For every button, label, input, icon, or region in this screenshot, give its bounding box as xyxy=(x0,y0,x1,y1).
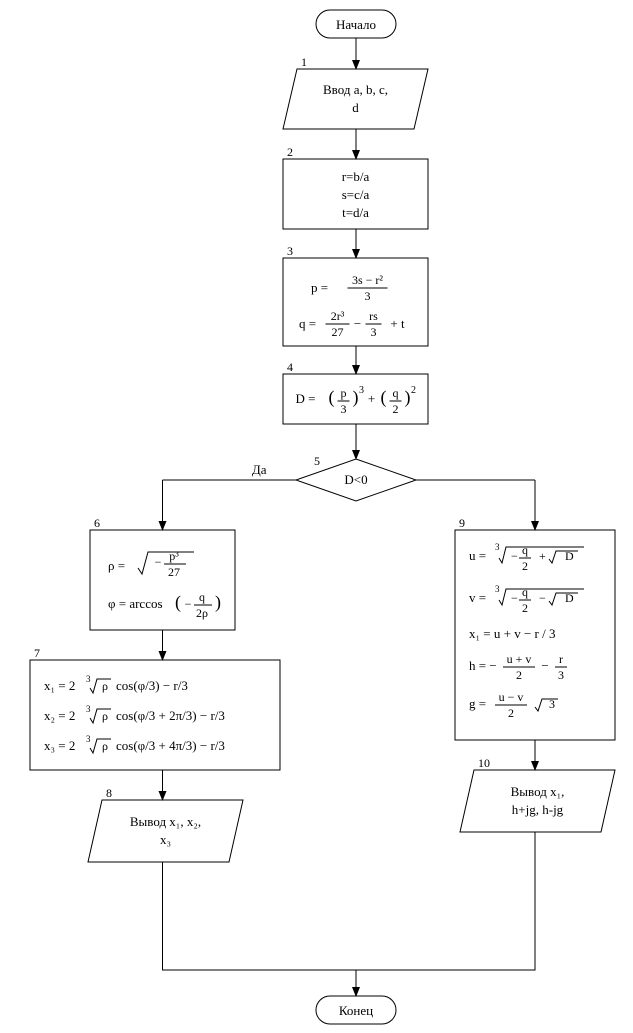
text: − xyxy=(155,555,162,569)
text: 3 xyxy=(558,668,564,682)
block-number: 10 xyxy=(478,756,490,770)
text: 3 xyxy=(549,697,555,711)
text: D = xyxy=(296,391,316,406)
text: ) xyxy=(215,592,221,613)
text: ρ xyxy=(102,739,108,753)
text: p³ xyxy=(169,549,179,563)
text: 2 xyxy=(522,559,528,573)
process-6 xyxy=(90,530,235,630)
text: ( xyxy=(329,387,335,408)
block-number: 2 xyxy=(287,145,293,159)
proc2-line: r=b/a xyxy=(342,169,370,184)
block-number: 5 xyxy=(314,454,320,468)
text: 2ρ xyxy=(196,606,208,620)
text: + xyxy=(368,391,375,406)
text: q xyxy=(393,386,399,400)
text: 3 xyxy=(495,542,500,552)
input-block xyxy=(283,69,428,129)
text: ρ xyxy=(102,679,108,693)
block-number: 8 xyxy=(106,786,112,800)
text: 2 xyxy=(516,668,522,682)
block-number: 9 xyxy=(459,516,465,530)
block-number: 1 xyxy=(301,55,307,69)
text: 3 xyxy=(86,674,91,684)
text: + xyxy=(539,549,546,563)
input-block-line: Ввод a, b, c, xyxy=(323,82,388,97)
output-block-right-line: Вывод x₁, xyxy=(511,784,565,799)
text: q = xyxy=(299,316,316,331)
text: x₁ = u + v − r / 3 xyxy=(469,626,555,641)
proc2-line: s=c/a xyxy=(342,187,370,202)
text: h = − xyxy=(469,658,497,673)
text: v = xyxy=(469,590,486,605)
proc2-line: t=d/a xyxy=(342,205,369,220)
text: D xyxy=(565,591,574,605)
text: − xyxy=(511,549,518,563)
text: ( xyxy=(381,387,387,408)
text: − xyxy=(539,591,546,605)
text: 3s − r² xyxy=(352,273,383,287)
output-block-left xyxy=(88,800,243,862)
text: 3 xyxy=(86,704,91,714)
terminator-start-label: Начало xyxy=(336,17,376,32)
text: 2 xyxy=(411,385,416,396)
text: q xyxy=(522,585,528,599)
block-number: 3 xyxy=(287,244,293,258)
text: x₁ = 2 xyxy=(44,678,75,693)
text: − xyxy=(541,658,548,673)
text: − xyxy=(511,591,518,605)
text: x₂ = 2 xyxy=(44,708,75,723)
text: rs xyxy=(369,309,378,323)
text: u − v xyxy=(499,690,524,704)
block-number: 7 xyxy=(34,646,40,660)
text: x₃ = 2 xyxy=(44,738,75,753)
text: p = xyxy=(311,280,328,295)
text: ) xyxy=(405,387,411,408)
text: φ = arccos xyxy=(108,596,163,611)
text: 2 xyxy=(393,402,399,416)
text: q xyxy=(199,590,205,604)
text: − xyxy=(185,597,192,611)
input-block-line: d xyxy=(352,100,359,115)
text: ) xyxy=(353,387,359,408)
text: + t xyxy=(390,316,405,331)
block-number: 6 xyxy=(94,516,100,530)
output-block-right-line: h+jg, h-jg xyxy=(512,802,564,817)
text: − xyxy=(354,316,361,331)
text: 2r³ xyxy=(331,309,345,323)
text: ( xyxy=(175,592,181,613)
text: 27 xyxy=(332,325,344,339)
text: u = xyxy=(469,548,486,563)
text: ρ = xyxy=(108,558,125,573)
text: 3 xyxy=(86,734,91,744)
text: cos(φ/3 + 2π/3) − r/3 xyxy=(116,708,225,723)
text: 3 xyxy=(495,584,500,594)
text: 3 xyxy=(371,325,377,339)
text: g = xyxy=(469,696,486,711)
text: 3 xyxy=(365,289,371,303)
text: D xyxy=(565,549,574,563)
block-number: 4 xyxy=(287,360,293,374)
text: u + v xyxy=(507,652,532,666)
text: 2 xyxy=(522,601,528,615)
text: 3 xyxy=(359,385,364,396)
text: cos(φ/3) − r/3 xyxy=(116,678,188,693)
output-block-right xyxy=(460,770,615,832)
decision-yes-label: Да xyxy=(252,462,267,477)
text: r xyxy=(559,652,563,666)
flowchart: Начало Конец 1 Ввод a, b, c, d 2 r=b/a s=c/a t=d… xyxy=(0,0,633,1033)
text: 27 xyxy=(168,565,180,579)
text: cos(φ/3 + 4π/3) − r/3 xyxy=(116,738,225,753)
text: 2 xyxy=(508,706,514,720)
text: p xyxy=(341,386,347,400)
text: q xyxy=(522,543,528,557)
output-block-left-line: x₃ xyxy=(160,832,171,847)
terminator-end-label: Конец xyxy=(339,1003,373,1018)
process-3 xyxy=(283,258,428,346)
text: 3 xyxy=(341,402,347,416)
text: ρ xyxy=(102,709,108,723)
decision-label: D<0 xyxy=(344,472,367,487)
output-block-left-line: Вывод x₁, x₂, xyxy=(130,814,201,829)
